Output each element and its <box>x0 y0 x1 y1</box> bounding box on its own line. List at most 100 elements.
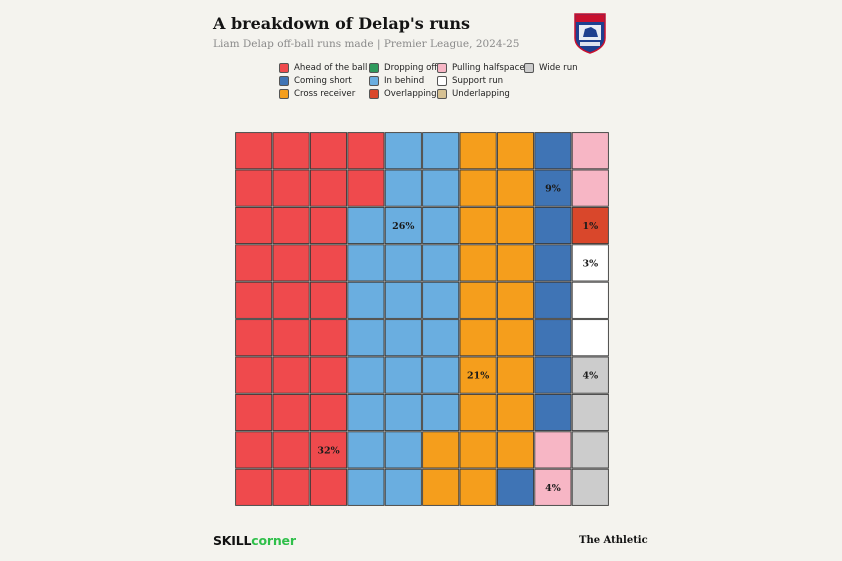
waffle-cell <box>459 206 497 245</box>
data-label: 4% <box>582 371 598 382</box>
legend-item: Coming short <box>279 76 352 86</box>
waffle-cell <box>496 356 535 394</box>
waffle-cell <box>534 206 572 245</box>
data-label: 3% <box>582 258 598 269</box>
legend-label: Wide run <box>539 63 578 73</box>
legend-label: Ahead of the ball <box>294 63 368 73</box>
waffle-cell <box>496 169 535 207</box>
legend-swatch <box>369 89 379 99</box>
waffle-cell <box>384 468 422 506</box>
club-crest-icon <box>574 13 606 54</box>
waffle-cell <box>235 356 273 394</box>
legend-swatch <box>279 63 289 73</box>
waffle-cell <box>384 356 422 394</box>
data-label: 21% <box>467 371 489 382</box>
waffle-cell <box>534 431 572 469</box>
waffle-cell <box>571 281 609 319</box>
waffle-cell <box>235 206 273 245</box>
legend-item: Underlapping <box>437 89 510 99</box>
legend-swatch <box>437 63 447 73</box>
waffle-cell <box>459 319 497 357</box>
waffle-cell <box>384 169 422 207</box>
legend-label: Overlapping <box>384 89 437 99</box>
waffle-cell <box>235 393 273 432</box>
legend-item: Support run <box>437 76 503 86</box>
waffle-cell <box>272 393 310 432</box>
legend-label: Support run <box>452 76 504 86</box>
waffle-cell <box>309 319 348 357</box>
waffle-cell <box>534 169 572 207</box>
waffle-cell <box>347 319 385 357</box>
waffle-cell <box>347 244 385 282</box>
waffle-cell <box>272 244 310 282</box>
skillcorner-logo: SKILLcorner <box>213 533 296 548</box>
waffle-cell <box>272 468 310 506</box>
waffle-cell <box>571 244 609 282</box>
waffle-cell <box>459 244 497 282</box>
waffle-cell <box>459 393 497 432</box>
waffle-cell <box>235 244 273 282</box>
waffle-cell <box>422 281 460 319</box>
legend-swatch <box>369 63 379 73</box>
waffle-cell <box>347 169 385 207</box>
waffle-cell <box>422 319 460 357</box>
waffle-cell <box>309 356 348 394</box>
data-label: 26% <box>392 221 414 232</box>
waffle-cell <box>496 206 535 245</box>
waffle-cell <box>459 169 497 207</box>
waffle-cell <box>309 431 348 469</box>
chart-title: A breakdown of Delap's runs <box>213 14 471 33</box>
waffle-cell <box>235 281 273 319</box>
waffle-cell <box>422 468 460 506</box>
legend-label: Pulling halfspace <box>452 63 525 73</box>
waffle-cell <box>309 244 348 282</box>
waffle-cell <box>347 132 385 170</box>
waffle-cell <box>534 356 572 394</box>
waffle-cell <box>571 468 609 506</box>
data-label: 1% <box>582 221 598 232</box>
waffle-cell <box>347 468 385 506</box>
waffle-cell <box>571 319 609 357</box>
waffle-cell <box>571 431 609 469</box>
waffle-cell <box>272 206 310 245</box>
legend-label: Cross receiver <box>294 89 356 99</box>
waffle-cell <box>496 393 535 432</box>
waffle-cell <box>422 244 460 282</box>
waffle-cell <box>309 206 348 245</box>
waffle-cell <box>422 206 460 245</box>
waffle-cell <box>272 319 310 357</box>
legend-item: Wide run <box>524 63 578 73</box>
chart-subtitle: Liam Delap off-ball runs made | Premier … <box>213 38 520 50</box>
waffle-cell <box>496 431 535 469</box>
legend-item: Cross receiver <box>279 89 355 99</box>
waffle-cell <box>384 393 422 432</box>
legend-item: Dropping off <box>369 63 437 73</box>
waffle-cell <box>384 244 422 282</box>
waffle-cell <box>496 319 535 357</box>
waffle-cell <box>272 281 310 319</box>
waffle-cell <box>309 468 348 506</box>
waffle-cell <box>347 206 385 245</box>
legend-item: In behind <box>369 76 424 86</box>
legend-item: Ahead of the ball <box>279 63 367 73</box>
legend-swatch <box>369 76 379 86</box>
waffle-cell <box>309 132 348 170</box>
waffle-cell <box>459 356 497 394</box>
waffle-cell <box>309 169 348 207</box>
waffle-cell <box>459 132 497 170</box>
waffle-cell <box>272 169 310 207</box>
waffle-cell <box>496 281 535 319</box>
legend-swatch <box>279 76 289 86</box>
legend-label: Underlapping <box>452 89 510 99</box>
waffle-cell <box>347 356 385 394</box>
waffle-cell <box>309 281 348 319</box>
waffle-cell <box>347 393 385 432</box>
waffle-cell <box>235 431 273 469</box>
waffle-cell <box>384 281 422 319</box>
waffle-cell <box>422 393 460 432</box>
legend-label: Dropping off <box>384 63 438 73</box>
waffle-cell <box>272 431 310 469</box>
legend-swatch <box>437 89 447 99</box>
legend: Ahead of the ball Coming short Cross recei… <box>0 0 842 110</box>
waffle-cell <box>422 132 460 170</box>
